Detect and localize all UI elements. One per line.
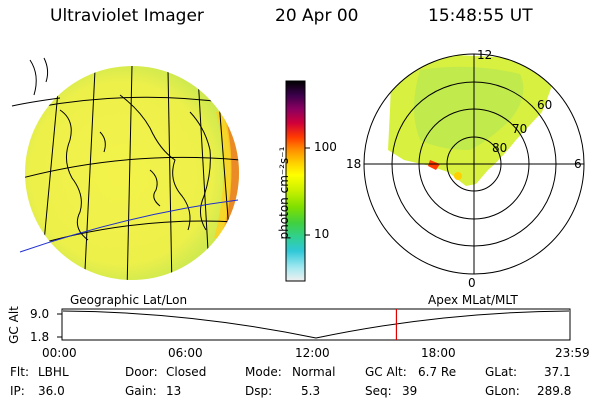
xtick-0000: 00:00 — [42, 346, 77, 360]
colorbar-label: photon cm⁻²s⁻¹ — [277, 146, 291, 240]
colorbar-tick-100: 100 — [314, 140, 337, 154]
glat-value: 37.1 — [544, 365, 571, 379]
seq-value: 39 — [402, 384, 418, 398]
polar-mlt-6: 6 — [574, 157, 582, 171]
apex-label: Apex MLat/MLT — [428, 293, 518, 307]
timeline-ylabel: GC Alt — [7, 306, 21, 344]
time: 15:48:55 UT — [428, 6, 533, 26]
polar-mlt-18: 18 — [346, 157, 362, 171]
gain-label: Gain: — [125, 384, 157, 398]
polar-lat-80: 80 — [492, 141, 508, 155]
door-value: Closed — [166, 365, 207, 379]
polar-lat-60: 60 — [537, 98, 553, 112]
timeline-plot — [57, 308, 571, 341]
polar-mlt-0: 0 — [468, 276, 476, 290]
xtick-1200: 12:00 — [295, 346, 330, 360]
title: Ultraviolet Imager — [50, 6, 204, 26]
gcalt-label: GC Alt: — [365, 365, 407, 379]
polar-mlt-12: 12 — [477, 48, 493, 62]
glat-label: GLat: — [485, 365, 518, 379]
globe-image — [11, 57, 239, 280]
mode-label: Mode: — [245, 365, 282, 379]
xtick-1800: 18:00 — [421, 346, 456, 360]
mode-value: Normal — [292, 365, 336, 379]
date: 20 Apr 00 — [275, 6, 359, 26]
gain-value: 13 — [166, 384, 182, 398]
ytick-9: 9.0 — [30, 307, 50, 321]
colorbar-tick-10: 10 — [314, 227, 330, 241]
ip-value: 36.0 — [38, 384, 65, 398]
gcalt-value: 6.7 Re — [418, 365, 457, 379]
ytick-1-8: 1.8 — [30, 330, 50, 344]
polar-plot — [363, 53, 585, 275]
glon-value: 289.8 — [537, 384, 572, 398]
ip-label: IP: — [10, 384, 25, 398]
dsp-value: 5.3 — [301, 384, 321, 398]
glon-label: GLon: — [485, 384, 520, 398]
flt-value: LBHL — [38, 365, 69, 379]
xtick-0600: 06:00 — [168, 346, 203, 360]
geographic-label: Geographic Lat/Lon — [70, 293, 188, 307]
seq-label: Seq: — [365, 384, 392, 398]
colorbar — [285, 80, 310, 282]
dsp-label: Dsp: — [245, 384, 273, 398]
polar-lat-70: 70 — [512, 122, 528, 136]
flt-label: Flt: — [10, 365, 29, 379]
door-label: Door: — [125, 365, 158, 379]
xtick-2359: 23:59 — [555, 346, 590, 360]
